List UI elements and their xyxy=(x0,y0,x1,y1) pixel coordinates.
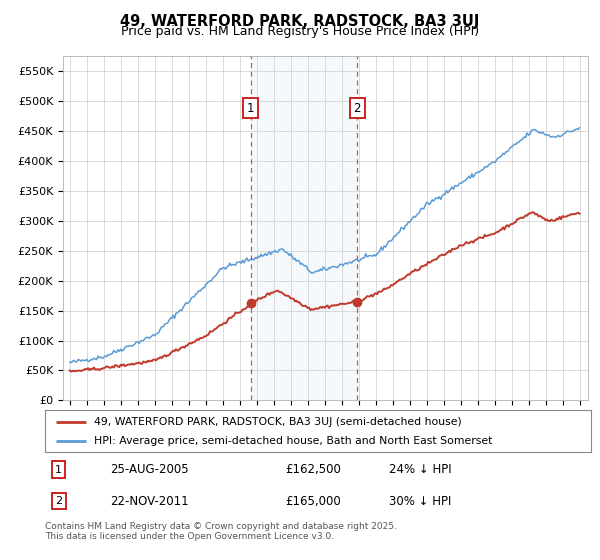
Text: 24% ↓ HPI: 24% ↓ HPI xyxy=(389,463,452,476)
Text: 2: 2 xyxy=(353,101,361,115)
Text: 30% ↓ HPI: 30% ↓ HPI xyxy=(389,494,451,507)
Text: 1: 1 xyxy=(55,465,62,475)
Text: HPI: Average price, semi-detached house, Bath and North East Somerset: HPI: Average price, semi-detached house,… xyxy=(94,436,493,446)
Text: Price paid vs. HM Land Registry's House Price Index (HPI): Price paid vs. HM Land Registry's House … xyxy=(121,25,479,38)
Text: 1: 1 xyxy=(247,101,254,115)
Text: 22-NOV-2011: 22-NOV-2011 xyxy=(110,494,189,507)
Text: 49, WATERFORD PARK, RADSTOCK, BA3 3UJ (semi-detached house): 49, WATERFORD PARK, RADSTOCK, BA3 3UJ (s… xyxy=(94,417,462,427)
Text: £165,000: £165,000 xyxy=(285,494,341,507)
Text: 25-AUG-2005: 25-AUG-2005 xyxy=(110,463,189,476)
Text: Contains HM Land Registry data © Crown copyright and database right 2025.
This d: Contains HM Land Registry data © Crown c… xyxy=(45,522,397,542)
Text: 2: 2 xyxy=(55,496,62,506)
Text: £162,500: £162,500 xyxy=(285,463,341,476)
Text: 49, WATERFORD PARK, RADSTOCK, BA3 3UJ: 49, WATERFORD PARK, RADSTOCK, BA3 3UJ xyxy=(121,14,479,29)
Bar xyxy=(251,56,357,400)
